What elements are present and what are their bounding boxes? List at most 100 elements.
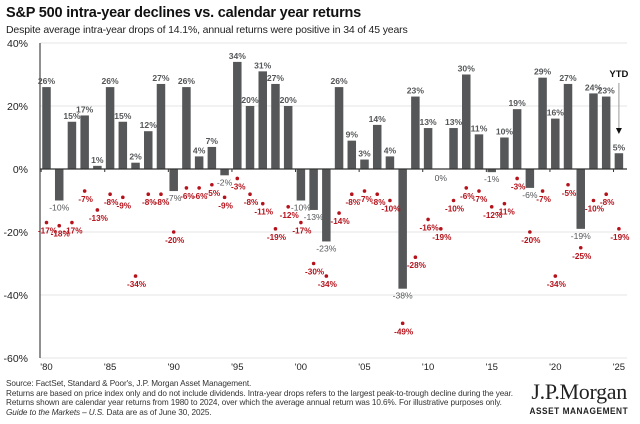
decline-label: -10%: [381, 205, 401, 214]
return-bar: [245, 106, 255, 169]
return-bar: [551, 118, 560, 169]
return-bar: [347, 140, 357, 169]
return-label: 29%: [534, 67, 552, 77]
x-tick-label: '85: [104, 362, 116, 373]
return-bar: [512, 109, 522, 169]
return-bar: [207, 146, 217, 169]
decline-dot: [108, 192, 112, 196]
decline-dot: [439, 227, 443, 231]
return-label: -10%: [291, 203, 311, 213]
decline-dot: [133, 274, 138, 278]
return-bar: [589, 93, 598, 169]
footnote-2: Returns shown are calendar year returns …: [6, 398, 502, 408]
return-bar: [105, 87, 115, 169]
return-bars: 26%-10%15%17%1%26%15%2%12%27%-7%26%4%7%-…: [38, 51, 626, 301]
decline-dot: [311, 261, 316, 266]
decline-label: -49%: [394, 327, 414, 336]
return-bar: [334, 87, 344, 169]
x-tick-label: '20: [549, 362, 561, 373]
return-label: 15%: [63, 111, 81, 121]
decline-label: -34%: [547, 280, 567, 289]
return-bar: [487, 169, 496, 173]
decline-dot: [146, 192, 151, 196]
decline-dot: [286, 205, 290, 209]
return-label: 31%: [254, 60, 272, 70]
return-label: 30%: [458, 64, 476, 74]
decline-label: -7%: [473, 195, 488, 204]
brand-subtitle: ASSET MANAGEMENT: [529, 406, 629, 416]
return-bar: [385, 156, 395, 169]
source-note: Source: FactSet, Standard & Poor's, J.P.…: [6, 379, 252, 388]
decline-label: -8%: [244, 198, 259, 207]
return-bar: [80, 115, 89, 169]
return-label: -1%: [484, 174, 500, 184]
return-bar: [67, 121, 77, 169]
decline-label: -16%: [420, 223, 440, 232]
decline-dot: [604, 192, 608, 196]
return-label: -19%: [571, 231, 591, 241]
decline-dot: [451, 198, 456, 203]
decline-dot: [617, 227, 621, 231]
return-label: 26%: [101, 76, 119, 86]
return-bar: [538, 77, 547, 169]
decline-dot: [566, 182, 570, 187]
decline-label: -20%: [521, 236, 541, 245]
brand-name: J.P.Morgan: [531, 379, 627, 404]
ytd-arrow-head-icon: [615, 128, 622, 134]
return-bar: [309, 169, 318, 210]
decline-dot: [171, 230, 176, 234]
return-label: 11%: [471, 123, 488, 133]
x-tick-label: '95: [231, 362, 243, 373]
decline-label: -17%: [292, 227, 312, 236]
decline-dot: [426, 217, 430, 222]
decline-dot: [349, 192, 354, 196]
return-label: 7%: [206, 136, 219, 146]
return-bar: [449, 128, 458, 169]
decline-label: -9%: [117, 201, 132, 210]
return-bar: [283, 106, 293, 169]
brand-logo: J.P.Morgan ASSET MANAGEMENT: [524, 379, 634, 417]
decline-label: -7%: [536, 195, 551, 204]
return-label: 13%: [419, 117, 437, 127]
return-bar: [194, 156, 204, 169]
decline-label: -19%: [610, 233, 630, 242]
decline-dot: [362, 189, 367, 193]
x-tick-label: '00: [295, 362, 307, 373]
decline-dot: [413, 255, 418, 259]
return-label: 26%: [178, 76, 196, 86]
decline-label: -11%: [254, 208, 273, 217]
decline-label: -7%: [78, 195, 93, 204]
return-bar: [258, 71, 267, 169]
decline-dot: [388, 198, 392, 203]
footer-notes: Source: FactSet, Standard & Poor's, J.P.…: [6, 379, 513, 417]
return-label: 4%: [193, 145, 206, 155]
chart-subtitle: Despite average intra-year drops of 14.1…: [6, 24, 408, 36]
decline-label: -3%: [511, 182, 526, 191]
return-bar: [271, 83, 280, 169]
decline-dot: [248, 192, 252, 196]
return-label: 2%: [129, 152, 142, 162]
y-tick-label: -40%: [3, 290, 28, 302]
decline-label: -13%: [89, 214, 109, 223]
decline-dot: [515, 176, 519, 181]
return-bar: [462, 74, 471, 169]
x-tick-label: '90: [168, 362, 180, 373]
return-label: -38%: [393, 291, 413, 301]
return-bar: [372, 124, 382, 169]
return-label: 26%: [38, 76, 56, 86]
decline-label: -30%: [305, 268, 325, 277]
return-label: -13%: [304, 212, 324, 222]
decline-label: -19%: [432, 233, 452, 242]
decline-dot: [299, 220, 303, 225]
return-bar: [576, 169, 585, 229]
x-tick-label: '80: [40, 362, 52, 373]
x-tick-label: '10: [422, 362, 434, 373]
return-bar: [131, 162, 140, 169]
decline-label: -11%: [496, 208, 515, 217]
x-tick-label: '05: [358, 362, 370, 373]
decline-dot: [477, 189, 481, 193]
return-label: 17%: [76, 104, 94, 114]
return-bar: [296, 169, 306, 201]
decline-dot: [197, 186, 201, 190]
return-bar: [360, 159, 369, 169]
